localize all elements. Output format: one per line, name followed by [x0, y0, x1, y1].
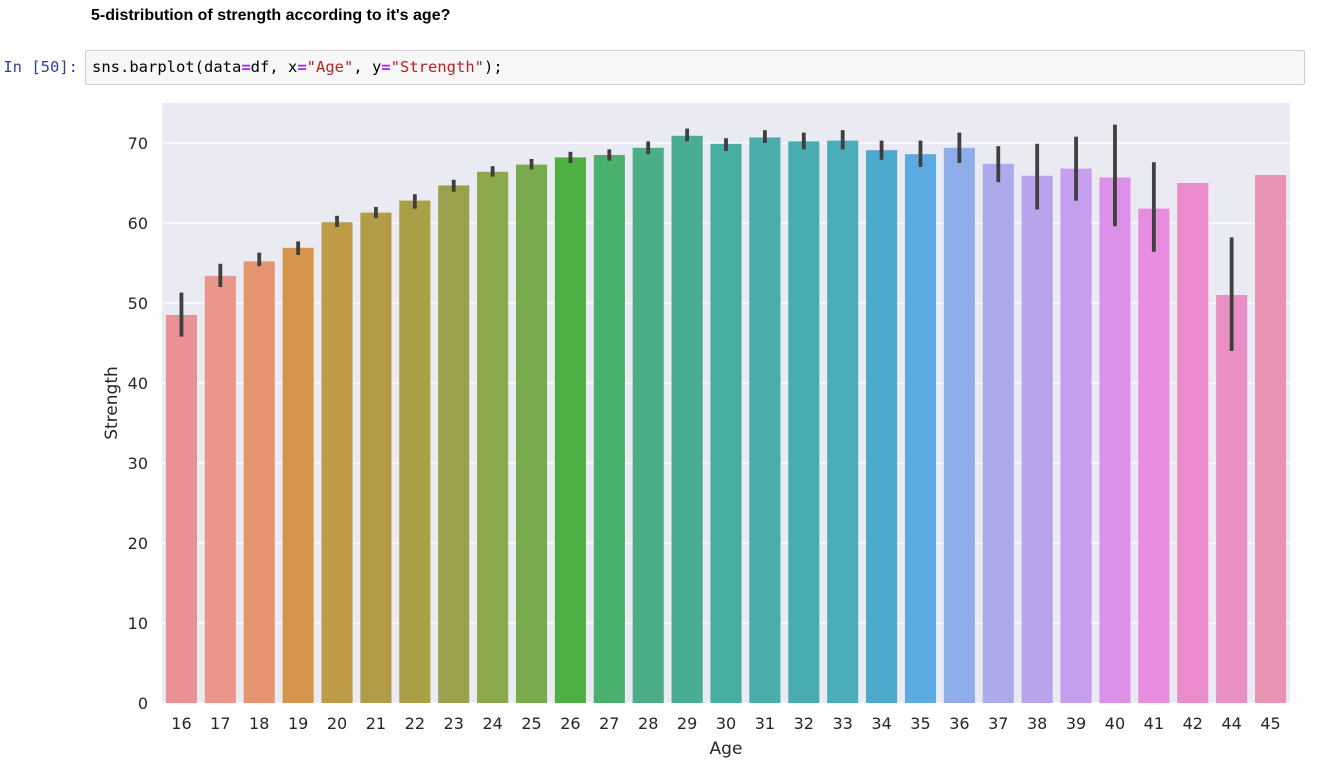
bar: [904, 154, 937, 703]
x-tick-label: 36: [949, 714, 969, 733]
y-tick-label: 20: [128, 534, 148, 553]
x-tick-label: 17: [210, 714, 230, 733]
y-axis-label: Strength: [102, 366, 122, 440]
x-tick-label: 44: [1221, 714, 1241, 733]
x-tick-label: 39: [1066, 714, 1086, 733]
bar: [243, 261, 275, 703]
y-tick-label: 30: [128, 454, 148, 473]
code-line: sns.barplot(data=df, x="Age", y="Strengt…: [92, 58, 503, 76]
x-axis-label: Age: [710, 739, 743, 759]
code-token: =: [381, 58, 391, 76]
x-tick-label: 45: [1260, 714, 1280, 733]
bar: [866, 150, 898, 703]
bar: [438, 185, 470, 703]
x-tick-label: 32: [794, 714, 814, 733]
y-tick-label: 40: [128, 374, 148, 393]
y-tick-label: 10: [128, 614, 148, 633]
code-token: =: [241, 58, 251, 76]
bar: [1254, 175, 1287, 703]
bar: [593, 155, 625, 703]
bar: [360, 212, 392, 703]
x-tick-label: 18: [249, 714, 269, 733]
y-tick-label: 60: [128, 214, 148, 233]
x-tick-label: 38: [1027, 714, 1047, 733]
y-tick-label: 0: [138, 694, 148, 713]
x-tick-label: 22: [405, 714, 425, 733]
x-tick-label: 34: [871, 714, 891, 733]
bar: [982, 163, 1014, 704]
bar: [165, 315, 198, 703]
bar: [788, 141, 820, 703]
bar: [671, 135, 703, 704]
code-token: );: [484, 58, 503, 76]
code-token: , y: [353, 58, 382, 76]
code-token: df, x: [250, 58, 298, 76]
x-tick-label: 20: [327, 714, 347, 733]
y-tick-label: 50: [128, 294, 148, 313]
x-tick-label: 28: [638, 714, 658, 733]
x-tick-label: 21: [366, 714, 386, 733]
bar: [1060, 168, 1092, 704]
bar: [749, 137, 781, 703]
bar: [632, 147, 664, 704]
x-tick-label: 29: [677, 714, 697, 733]
code-token: sns.barplot(data: [92, 58, 242, 76]
code-token: "Strength": [390, 58, 485, 76]
x-tick-label: 41: [1144, 714, 1164, 733]
bar: [204, 275, 236, 703]
bar: [710, 143, 742, 704]
code-cell-input[interactable]: sns.barplot(data=df, x="Age", y="Strengt…: [85, 50, 1305, 85]
x-tick-label: 27: [599, 714, 619, 733]
code-token: =: [297, 58, 307, 76]
bar: [477, 171, 509, 704]
x-tick-label: 33: [833, 714, 853, 733]
bar: [321, 222, 353, 703]
bar: [1021, 175, 1053, 704]
x-tick-label: 24: [482, 714, 502, 733]
x-tick-label: 25: [521, 714, 541, 733]
y-tick-label: 70: [128, 134, 148, 153]
code-token: "Age": [306, 58, 354, 76]
x-tick-label: 37: [988, 714, 1008, 733]
x-tick-label: 16: [171, 714, 191, 733]
x-tick-label: 19: [288, 714, 308, 733]
markdown-heading: 5-distribution of strength according to …: [91, 7, 451, 24]
x-tick-label: 31: [755, 714, 775, 733]
x-tick-label: 30: [716, 714, 736, 733]
cell-prompt: In [50]:: [3, 58, 78, 76]
x-tick-label: 23: [444, 714, 464, 733]
x-tick-label: 40: [1105, 714, 1125, 733]
bar: [515, 164, 548, 704]
bar: [827, 140, 859, 704]
x-tick-label: 42: [1183, 714, 1203, 733]
bar: [282, 247, 314, 704]
x-tick-label: 35: [910, 714, 930, 733]
bar: [1216, 295, 1248, 703]
bar: [1177, 183, 1209, 703]
bar: [943, 147, 975, 704]
bar: [1138, 208, 1170, 703]
bar: [1099, 177, 1131, 703]
bar: [554, 157, 586, 703]
x-tick-label: 26: [560, 714, 580, 733]
bar: [399, 200, 431, 703]
